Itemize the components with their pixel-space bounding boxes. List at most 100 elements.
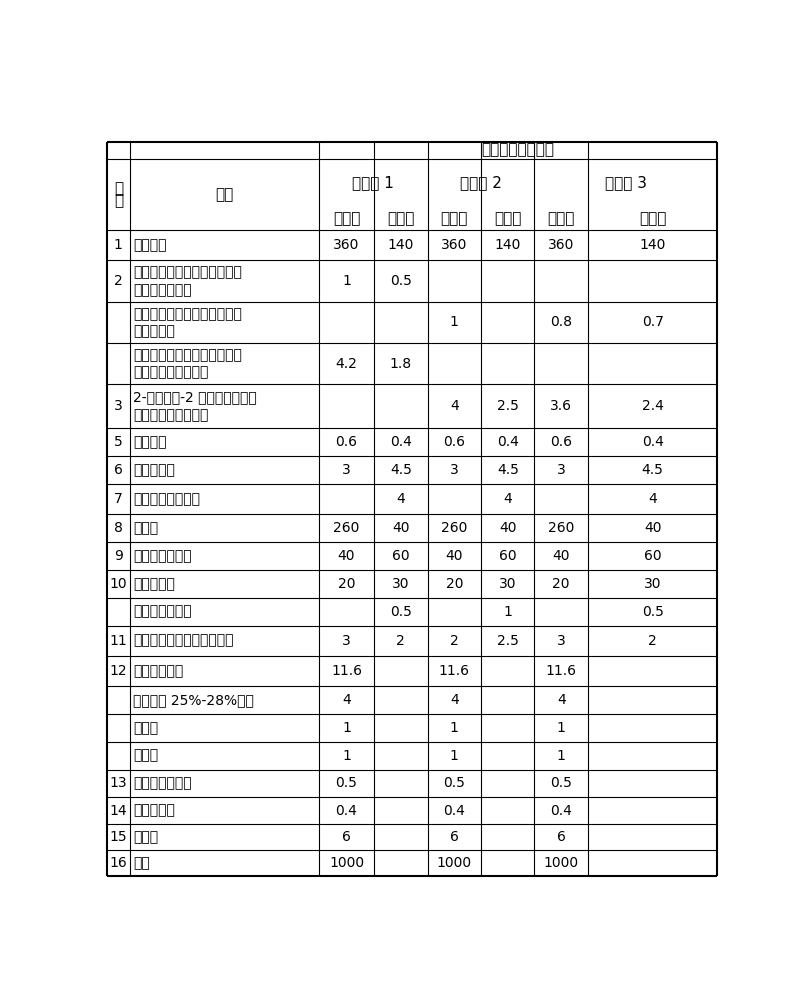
Text: 1: 1 [556,749,565,763]
Text: 1000: 1000 [328,856,364,870]
Text: 丙烯酸羟丙酯: 丙烯酸羟丙酯 [132,664,183,678]
Text: 4.5: 4.5 [641,463,662,477]
Text: 40: 40 [552,549,569,563]
Text: 13: 13 [109,776,127,790]
Text: 2-丙烯酰胺-2 甲基异丙基磺酸: 2-丙烯酰胺-2 甲基异丙基磺酸 [132,390,256,404]
Text: 实施例 3: 实施例 3 [604,176,646,191]
Text: 7: 7 [114,492,123,506]
Text: 4: 4 [556,693,565,707]
Text: 丙烯酸聚丙氧烯酯: 丙烯酸聚丙氧烯酯 [132,492,200,506]
Text: 1000: 1000 [436,856,471,870]
Text: 20: 20 [552,577,569,591]
Text: 360: 360 [441,238,467,252]
Text: 11.6: 11.6 [438,664,469,678]
Text: 面活性剂）: 面活性剂） [132,324,175,338]
Text: 乙酰乙酸基甲基丙烯酸乙酯: 乙酰乙酸基甲基丙烯酸乙酯 [132,634,233,648]
Text: 1: 1 [342,721,351,735]
Text: 1: 1 [342,749,351,763]
Text: 甲基丙烯酸: 甲基丙烯酸 [132,463,175,477]
Text: 第一步: 第一步 [332,211,360,226]
Text: 0.4: 0.4 [335,804,357,818]
Text: 40: 40 [392,521,409,535]
Text: 原料: 原料 [215,187,234,202]
Text: 亚硫酸氢钠: 亚硫酸氢钠 [132,804,175,818]
Text: 2: 2 [450,634,458,648]
Text: 1: 1 [450,315,459,329]
Text: 去离子水: 去离子水 [132,238,166,252]
Text: 0.6: 0.6 [549,435,572,449]
Text: 0.4: 0.4 [389,435,411,449]
Text: 3: 3 [556,634,565,648]
Text: 2.5: 2.5 [496,634,518,648]
Text: 9: 9 [114,549,123,563]
Text: 1: 1 [450,721,459,735]
Text: 20: 20 [445,577,463,591]
Text: 第二步: 第二步 [386,211,414,226]
Text: 质量分数 25%-28%氨水: 质量分数 25%-28%氨水 [132,693,254,707]
Text: 1: 1 [556,721,565,735]
Text: 3: 3 [342,634,350,648]
Text: 15: 15 [109,830,127,844]
Text: 260: 260 [333,521,359,535]
Text: 6: 6 [556,830,565,844]
Text: 40: 40 [643,521,661,535]
Text: 0.4: 0.4 [442,804,465,818]
Text: 4: 4 [450,693,458,707]
Text: 第二步: 第二步 [638,211,666,226]
Text: 60: 60 [392,549,409,563]
Text: 140: 140 [387,238,414,252]
Text: 过硫酸铵: 过硫酸铵 [132,435,166,449]
Text: 3: 3 [114,399,123,413]
Text: 苯乙烯: 苯乙烯 [132,521,158,535]
Text: 0.5: 0.5 [549,776,572,790]
Text: 60: 60 [643,549,661,563]
Text: 序: 序 [113,181,123,196]
Text: 140: 140 [638,238,665,252]
Text: 1: 1 [503,605,512,619]
Text: 0.4: 0.4 [549,804,572,818]
Text: 1: 1 [450,749,459,763]
Text: 2.4: 2.4 [641,399,662,413]
Text: 实施例 2: 实施例 2 [459,176,501,191]
Text: 360: 360 [548,238,573,252]
Text: 含双键的醇醚磺基琥珀酸酯钠: 含双键的醇醚磺基琥珀酸酯钠 [132,348,242,362]
Text: 4.2: 4.2 [335,357,357,371]
Text: 4: 4 [342,693,350,707]
Text: 第二步: 第二步 [494,211,521,226]
Text: 实施例 1: 实施例 1 [352,176,393,191]
Text: 4: 4 [450,399,458,413]
Text: 30: 30 [499,577,516,591]
Text: 0.5: 0.5 [442,776,465,790]
Text: 第一步: 第一步 [547,211,574,226]
Text: 0.5: 0.5 [389,605,411,619]
Text: 4.5: 4.5 [389,463,411,477]
Text: 2.5: 2.5 [496,399,518,413]
Text: 3.6: 3.6 [549,399,572,413]
Text: 第一步: 第一步 [440,211,467,226]
Text: 0.7: 0.7 [641,315,662,329]
Text: 40: 40 [337,549,355,563]
Text: 40: 40 [499,521,516,535]
Text: 消泡剂: 消泡剂 [132,721,158,735]
Text: 钠（反应型乳化剂）: 钠（反应型乳化剂） [132,409,208,423]
Text: 号: 号 [113,193,123,208]
Text: 己二胺: 己二胺 [132,830,158,844]
Text: 4: 4 [647,492,656,506]
Text: 6: 6 [342,830,351,844]
Text: 1000: 1000 [543,856,578,870]
Text: 盐（反应型乳化剂）: 盐（反应型乳化剂） [132,365,208,379]
Text: 40: 40 [445,549,463,563]
Text: 11.6: 11.6 [331,664,361,678]
Text: 4: 4 [396,492,405,506]
Text: 防腐剂: 防腐剂 [132,749,158,763]
Text: 1: 1 [342,274,351,288]
Text: 1.8: 1.8 [389,357,411,371]
Text: 12: 12 [109,664,127,678]
Text: 投料量（重量份）: 投料量（重量份） [481,143,554,158]
Text: 20: 20 [337,577,355,591]
Text: 3: 3 [556,463,565,477]
Text: 360: 360 [333,238,359,252]
Text: 0.5: 0.5 [335,776,357,790]
Text: 60: 60 [499,549,516,563]
Text: 11.6: 11.6 [545,664,576,678]
